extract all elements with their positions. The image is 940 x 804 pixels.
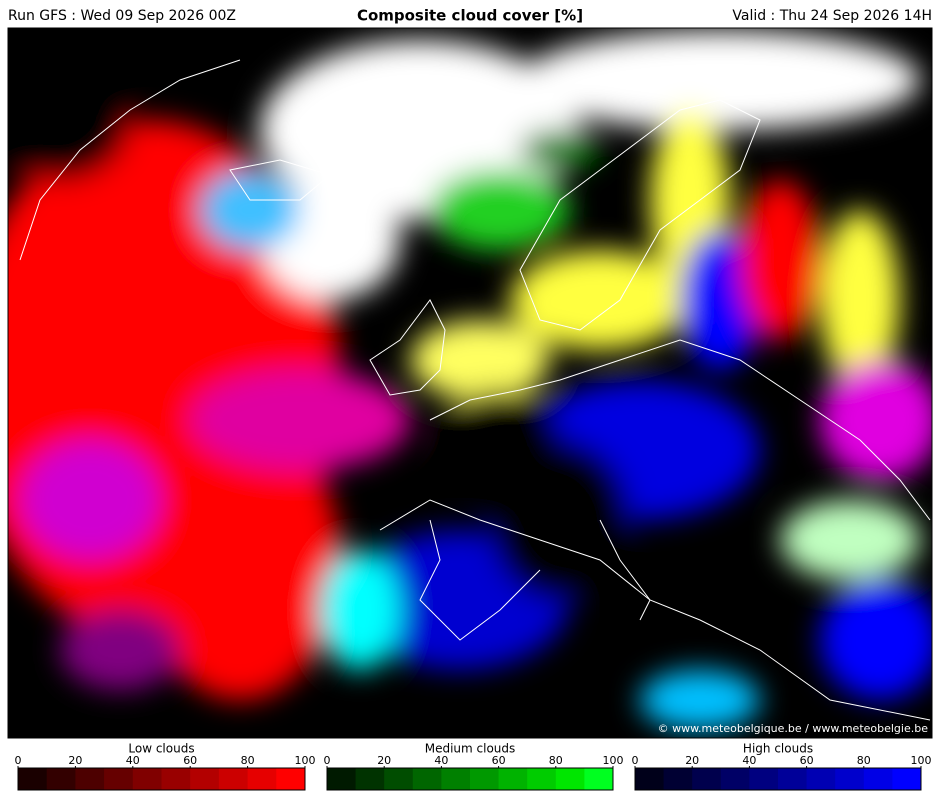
- legend-tick-label: 80: [857, 754, 871, 767]
- map-title: Composite cloud cover [%]: [357, 7, 583, 25]
- credit: © www.meteobelgique.be / www.meteobelgie…: [658, 722, 929, 735]
- legend-swatch: [720, 768, 750, 790]
- legend-swatch: [663, 768, 693, 790]
- legend-tick-label: 40: [126, 754, 140, 767]
- legend-swatch: [835, 768, 865, 790]
- legend-tick-label: 0: [324, 754, 331, 767]
- legend-frame: [634, 767, 922, 791]
- legend-tick-label: 0: [15, 754, 22, 767]
- legend-tick-label: 20: [68, 754, 82, 767]
- legend-tick-label: 60: [492, 754, 506, 767]
- legend-tick-label: 20: [685, 754, 699, 767]
- legend-swatch: [749, 768, 779, 790]
- legend-tick-label: 60: [183, 754, 197, 767]
- valid-label: Valid : Thu 24 Sep 2026 14H: [732, 8, 932, 24]
- run-label: Run GFS : Wed 09 Sep 2026 00Z: [8, 8, 236, 24]
- legend-title: Medium clouds: [425, 742, 516, 756]
- legend-swatch: [778, 768, 808, 790]
- legend-swatch: [247, 768, 277, 790]
- legend-tick-label: 80: [241, 754, 255, 767]
- legend-swatch: [75, 768, 105, 790]
- legend-swatch: [412, 768, 442, 790]
- legend-swatch: [46, 768, 76, 790]
- legend-tick-label: 60: [800, 754, 814, 767]
- legend-swatch: [384, 768, 414, 790]
- legend-tick-label: 100: [911, 754, 932, 767]
- legend-title: Low clouds: [128, 742, 194, 756]
- legend-frame: [17, 767, 306, 791]
- legend-swatch: [161, 768, 191, 790]
- legend-swatch: [863, 768, 893, 790]
- legend-swatch: [327, 768, 357, 790]
- legend-swatch: [470, 768, 500, 790]
- legend-swatch: [584, 768, 614, 790]
- legend-tick-label: 100: [603, 754, 624, 767]
- legend-swatch: [218, 768, 249, 790]
- legend-title: High clouds: [743, 742, 813, 756]
- legend-tick-label: 20: [377, 754, 391, 767]
- legend-swatch: [806, 768, 836, 790]
- legend-swatch: [355, 768, 385, 790]
- legend-swatch: [104, 768, 134, 790]
- legend-swatch: [692, 768, 722, 790]
- legend-swatch: [892, 768, 922, 790]
- legend-frame: [326, 767, 614, 791]
- legend-tick-label: 0: [632, 754, 639, 767]
- legend-tick-label: 40: [434, 754, 448, 767]
- legend-tick-label: 100: [295, 754, 316, 767]
- legend-tick-label: 80: [549, 754, 563, 767]
- legend-swatch: [276, 768, 306, 790]
- legend-swatch: [132, 768, 162, 790]
- legend-swatch: [18, 768, 48, 790]
- legend-tick-label: 40: [742, 754, 756, 767]
- legend-swatch: [555, 768, 585, 790]
- cloud-map: © www.meteobelgique.be / www.meteobelgie…: [8, 28, 932, 738]
- legend-swatch: [635, 768, 665, 790]
- legend-swatch: [527, 768, 557, 790]
- legend-swatch: [498, 768, 528, 790]
- legend-swatch: [441, 768, 471, 790]
- legend-swatch: [190, 768, 220, 790]
